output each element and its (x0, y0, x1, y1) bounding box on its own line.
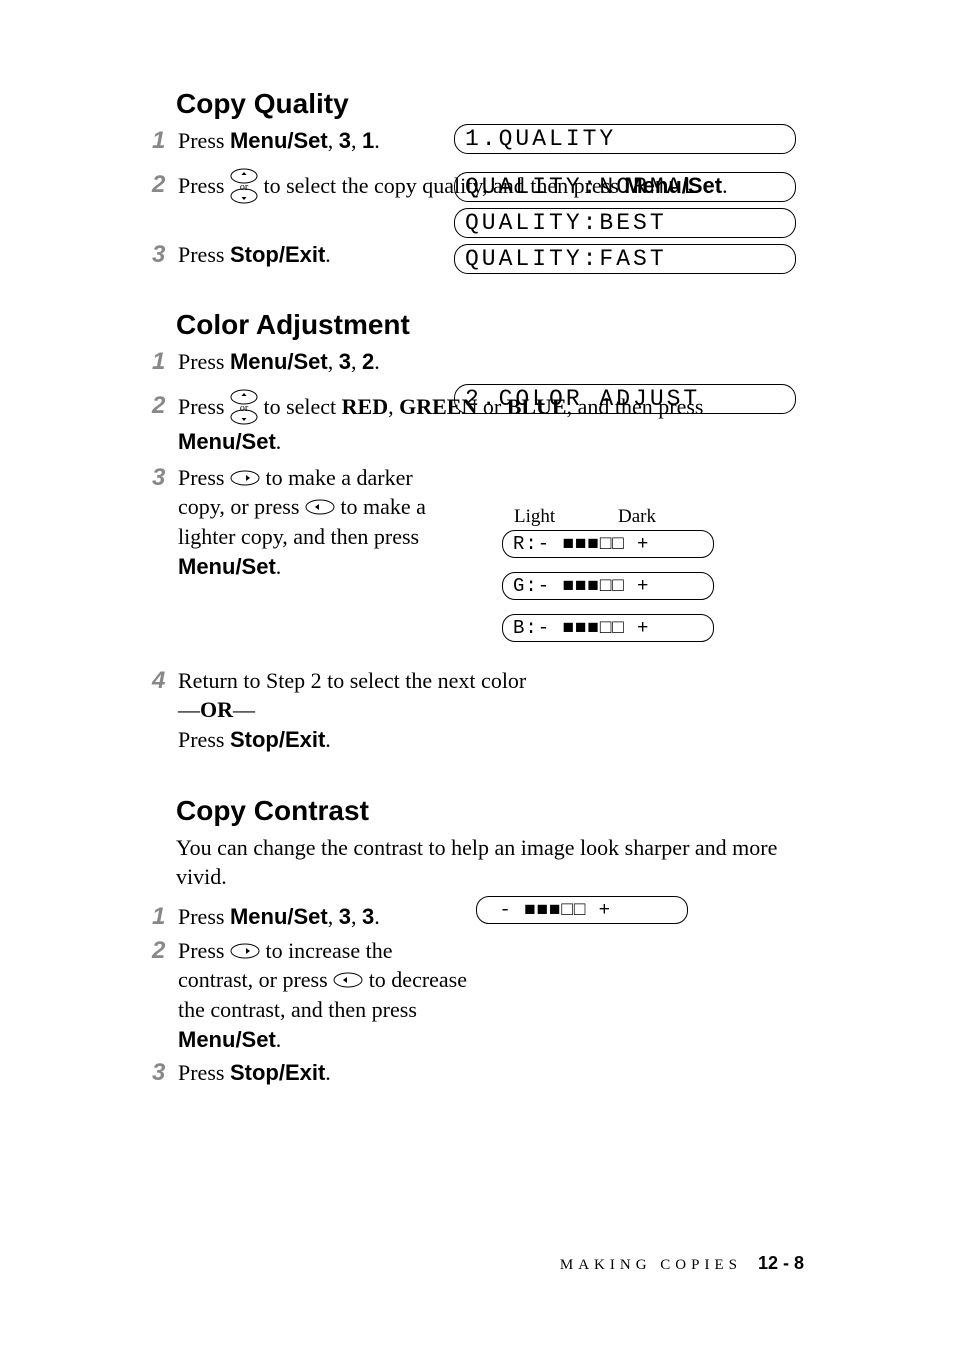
text: . (276, 429, 282, 454)
text: Stop/Exit (230, 727, 325, 752)
text: — (233, 697, 255, 722)
heading-copy-contrast: Copy Contrast (176, 795, 802, 827)
text: 3 (339, 349, 351, 374)
step-body: Press Menu/Set, 3, 2. (178, 347, 802, 377)
text: , and then press (567, 394, 704, 419)
step-body: Press Menu/Set, 3, 3. (178, 902, 802, 932)
text: . (374, 904, 380, 929)
text: or (477, 394, 506, 419)
text: Press (178, 465, 230, 490)
page-content: Copy Quality 1 Press Menu/Set, 3, 1. 2 P… (152, 88, 802, 1092)
step-num: 1 (152, 126, 178, 153)
text: Menu/Set (178, 429, 276, 454)
step-num: 1 (152, 902, 178, 929)
text: Press (178, 938, 230, 963)
text: — (178, 697, 200, 722)
step-num: 2 (152, 170, 178, 197)
text: , (328, 904, 339, 929)
step-num: 4 (152, 666, 178, 693)
text: Stop/Exit (230, 1060, 325, 1085)
text: 3 (339, 128, 351, 153)
text: . (325, 727, 331, 752)
text: , (388, 394, 399, 419)
step-num: 2 (152, 391, 178, 418)
steps-color-adjust: 1 Press Menu/Set, 3, 2. 2 Press or to se… (152, 347, 802, 754)
right-nav-icon (230, 943, 260, 959)
step-body: Press Stop/Exit. (178, 1058, 802, 1088)
step-body: Press Stop/Exit. (178, 240, 802, 270)
text: BLUE (507, 394, 567, 419)
left-nav-icon (305, 499, 335, 515)
text: Return to Step 2 to select the next colo… (178, 668, 526, 693)
text: Menu/Set (624, 173, 722, 198)
text: Press (178, 1060, 230, 1085)
right-nav-icon (230, 470, 260, 486)
text: , (351, 349, 362, 374)
footer-section-label: MAKING COPIES (560, 1257, 742, 1273)
text: Menu/Set (230, 904, 328, 929)
left-nav-icon (333, 972, 363, 988)
text: . (374, 349, 380, 374)
text: 3 (339, 904, 351, 929)
step-num: 3 (152, 1058, 178, 1085)
step-num: 2 (152, 936, 178, 963)
svg-text:or: or (240, 403, 249, 414)
step-body: Return to Step 2 to select the next colo… (178, 666, 802, 755)
text: GREEN (399, 394, 477, 419)
text: Menu/Set (178, 1027, 276, 1052)
text: Stop/Exit (230, 242, 325, 267)
text: Press (178, 128, 230, 153)
text: , (351, 904, 362, 929)
svg-text:or: or (240, 182, 249, 193)
text: Press (178, 242, 230, 267)
text: Press (178, 349, 230, 374)
text: Press (178, 173, 230, 198)
intro-text: You can change the contrast to help an i… (176, 833, 802, 892)
steps-copy-contrast: 1 Press Menu/Set, 3, 3. 2 Press to incre… (152, 902, 802, 1088)
steps-copy-quality: 1 Press Menu/Set, 3, 1. 2 Press or to se… (152, 126, 802, 269)
step-body: Press or to select the copy quality, and… (178, 170, 802, 206)
up-down-nav-icon: or (230, 168, 258, 204)
up-down-nav-icon: or (230, 389, 258, 425)
text: Press (178, 904, 230, 929)
step-num: 1 (152, 347, 178, 374)
text: Press (178, 727, 230, 752)
step-body: Press to make a darker copy, or press to… (178, 463, 458, 582)
text: . (276, 554, 282, 579)
text: RED (342, 394, 388, 419)
text: , (328, 128, 339, 153)
text: . (325, 242, 331, 267)
text: 2 (362, 349, 374, 374)
text: , (328, 349, 339, 374)
text: . (722, 173, 728, 198)
step-num: 3 (152, 240, 178, 267)
text: to select (263, 394, 341, 419)
step-body: Press Menu/Set, 3, 1. (178, 126, 802, 156)
text: . (276, 1027, 282, 1052)
heading-copy-quality: Copy Quality (176, 88, 802, 120)
step-body: Press to increase the contrast, or press… (178, 936, 468, 1055)
text: to select the copy quality, and then pre… (263, 173, 624, 198)
text: 3 (362, 904, 374, 929)
text: , (351, 128, 362, 153)
page-footer: MAKING COPIES 12 - 8 (560, 1253, 804, 1274)
text: OR (200, 697, 233, 722)
step-body: Press or to select RED, GREEN or BLUE, a… (178, 391, 802, 457)
step-num: 3 (152, 463, 178, 490)
text: Menu/Set (178, 554, 276, 579)
heading-color-adjustment: Color Adjustment (176, 309, 802, 341)
text: Menu/Set (230, 128, 328, 153)
text: Menu/Set (230, 349, 328, 374)
text: . (374, 128, 380, 153)
text: Press (178, 394, 230, 419)
footer-page-number: 12 - 8 (758, 1253, 804, 1273)
text: . (325, 1060, 331, 1085)
text: 1 (362, 128, 374, 153)
